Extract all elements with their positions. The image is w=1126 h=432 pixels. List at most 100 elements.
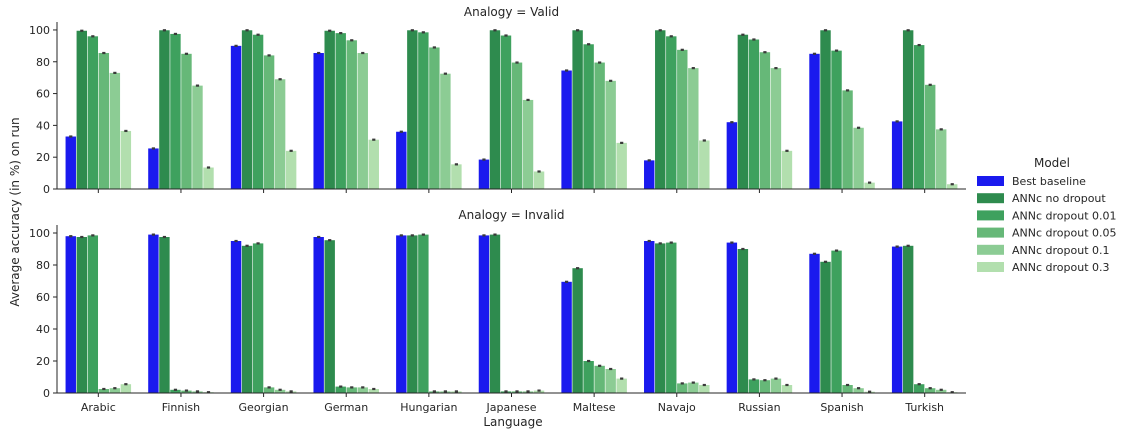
bar (148, 148, 159, 189)
legend-title: Model (1034, 156, 1070, 170)
bar (109, 72, 121, 189)
bar (842, 385, 853, 393)
bar (451, 164, 462, 189)
x-tick-label: Spanish (820, 401, 863, 414)
bar (98, 53, 110, 190)
y-tick-label: 20 (36, 355, 50, 368)
bar (324, 30, 335, 189)
bar (936, 389, 947, 393)
bar (418, 234, 429, 393)
bar (726, 122, 738, 189)
bar (781, 385, 793, 393)
y-tick-label: 100 (29, 24, 50, 37)
bar (891, 246, 903, 393)
bar (396, 235, 407, 393)
bar (203, 167, 214, 189)
bar (181, 390, 192, 393)
bar (831, 250, 842, 393)
bar (120, 384, 132, 393)
bar (489, 30, 501, 189)
bar (583, 361, 594, 393)
legend-entry: ANNc no dropout (1012, 192, 1106, 205)
bar (148, 234, 159, 393)
bar (76, 237, 87, 393)
bar (594, 365, 605, 393)
panel-invalid: Analogy = Invalid 0 20 40 60 80 100 Arabic Finni… (29, 208, 966, 414)
legend-swatch (977, 210, 1004, 221)
bar (583, 44, 594, 190)
x-tick-label: Turkish (904, 401, 944, 414)
bar (489, 234, 501, 393)
bar (748, 379, 760, 393)
legend: Model Best baseline ANNc no dropout ANNc d… (977, 156, 1117, 274)
bar (644, 160, 655, 189)
bar (759, 52, 771, 189)
bar (737, 249, 749, 393)
bar (924, 84, 936, 189)
bar (313, 53, 324, 190)
bar (241, 30, 253, 189)
bar (335, 386, 346, 393)
bar (357, 53, 368, 190)
bar (263, 387, 275, 393)
bar (902, 245, 914, 393)
x-tick-label: Navajo (658, 401, 696, 414)
bar (688, 382, 699, 393)
bar (924, 388, 936, 393)
bar (561, 281, 572, 393)
bar (809, 53, 820, 189)
bar (252, 243, 264, 393)
bar (677, 49, 688, 190)
bar (770, 68, 782, 189)
y-axis-label: Average accuracy (in %) on run (8, 117, 22, 306)
legend-swatch (977, 244, 1004, 255)
bar (831, 50, 842, 189)
bar (572, 268, 583, 393)
bar (109, 388, 121, 393)
legend-entry: ANNc dropout 0.1 (1012, 244, 1110, 257)
bar (170, 33, 181, 189)
bar (820, 261, 831, 393)
x-tick-label: German (324, 401, 368, 414)
bar (87, 36, 99, 189)
legend-entry: Best baseline (1012, 175, 1086, 188)
x-tick-label: Arabic (81, 401, 116, 414)
bar (478, 235, 490, 393)
bar (368, 139, 379, 189)
bar (842, 90, 853, 189)
bar (500, 35, 512, 190)
bar (947, 184, 958, 189)
y-tick-label: 0 (43, 183, 50, 196)
bar (324, 240, 335, 393)
bar (616, 378, 627, 393)
legend-swatch (977, 176, 1004, 186)
bar (274, 389, 286, 393)
bar (644, 241, 655, 393)
bar (666, 36, 677, 189)
bar (533, 171, 545, 189)
legend-entry: ANNc dropout 0.05 (1012, 227, 1117, 240)
x-tick-label: Finnish (162, 401, 200, 414)
bar (65, 136, 76, 189)
bar (159, 237, 170, 393)
bar (737, 34, 749, 189)
x-tick-label: Hungarian (400, 401, 457, 414)
bar (726, 242, 738, 393)
bar (335, 33, 346, 190)
legend-swatch (977, 193, 1004, 204)
bar (748, 39, 760, 189)
bar (699, 385, 710, 393)
bar (418, 32, 429, 189)
y-tick-label: 80 (36, 56, 50, 69)
bar (478, 159, 490, 189)
y-tick-label: 60 (36, 88, 50, 101)
bar (666, 242, 677, 393)
bar (313, 237, 324, 393)
y-tick-label: 80 (36, 259, 50, 272)
bar (759, 380, 771, 393)
bar (346, 40, 357, 189)
bar (440, 73, 451, 189)
bar (699, 140, 710, 189)
bar (853, 388, 864, 393)
bar (407, 30, 418, 189)
